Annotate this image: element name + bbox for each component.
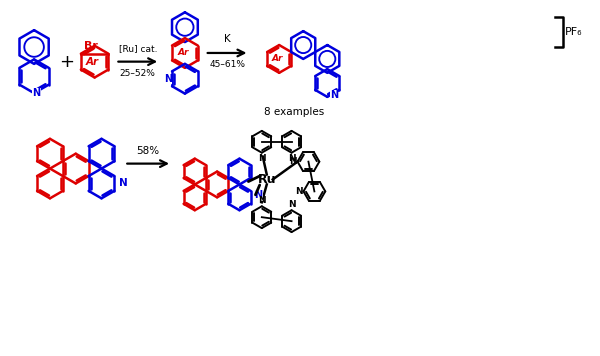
Text: N: N bbox=[32, 88, 40, 98]
Text: 8 examples: 8 examples bbox=[264, 106, 324, 116]
Text: N: N bbox=[330, 90, 338, 100]
Text: N: N bbox=[295, 187, 302, 196]
Text: Ar: Ar bbox=[86, 57, 99, 67]
Text: Ar: Ar bbox=[177, 48, 188, 57]
Text: PF₆: PF₆ bbox=[565, 27, 583, 37]
Text: Ar: Ar bbox=[271, 54, 283, 63]
Text: N: N bbox=[288, 154, 295, 163]
Text: N: N bbox=[254, 190, 262, 200]
Text: +: + bbox=[59, 53, 74, 70]
Text: K: K bbox=[224, 34, 230, 44]
Text: Ru: Ru bbox=[257, 173, 276, 186]
Text: 25–52%: 25–52% bbox=[120, 69, 156, 78]
Text: [Ru] cat.: [Ru] cat. bbox=[119, 44, 157, 53]
Text: N: N bbox=[289, 157, 296, 166]
Text: N: N bbox=[288, 200, 295, 209]
Text: N: N bbox=[258, 154, 266, 163]
Text: N: N bbox=[119, 178, 128, 188]
Text: 58%: 58% bbox=[137, 146, 160, 156]
Text: N: N bbox=[164, 74, 172, 84]
Text: 45–61%: 45–61% bbox=[209, 60, 245, 69]
Text: Br: Br bbox=[84, 41, 98, 51]
Text: N: N bbox=[258, 196, 266, 205]
